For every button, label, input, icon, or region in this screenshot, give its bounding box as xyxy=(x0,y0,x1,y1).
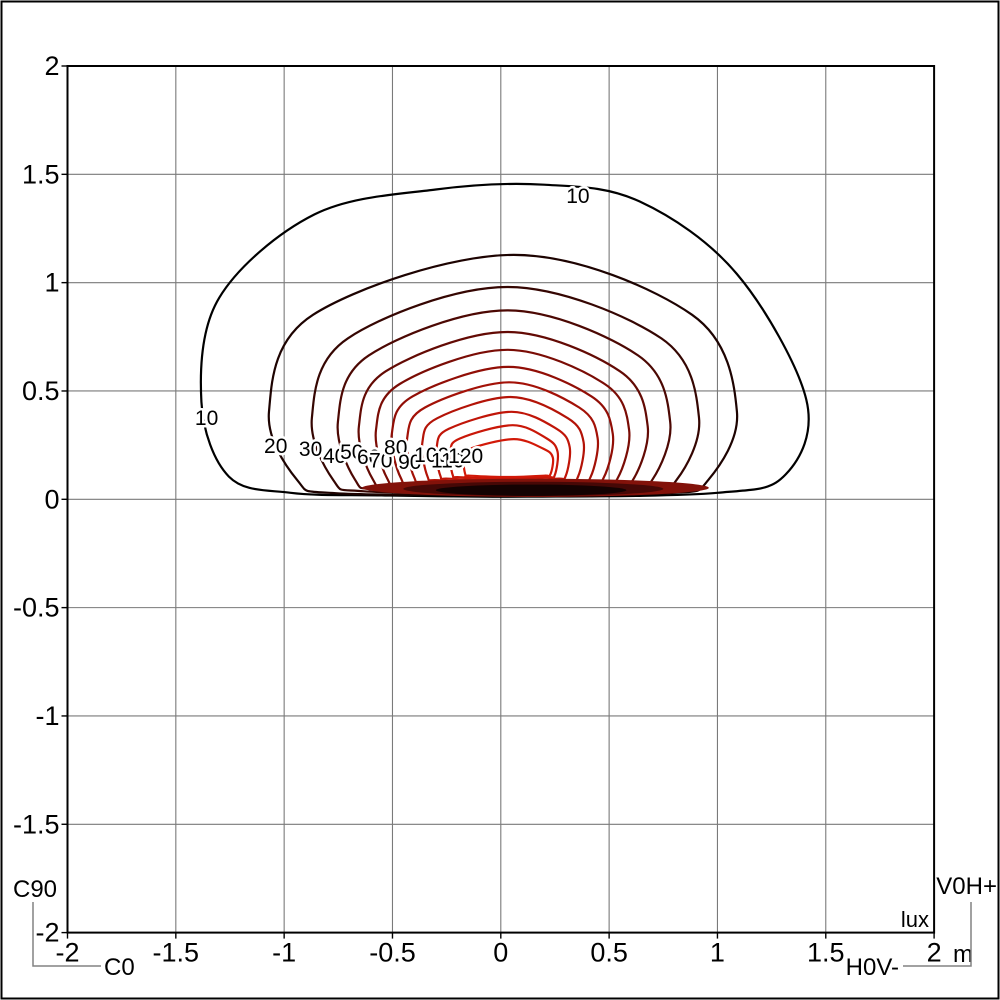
unit-label-lux: lux xyxy=(901,907,929,932)
y-axis-tick-label: -2 xyxy=(35,918,59,948)
y-axis-tick-label: 1.5 xyxy=(22,159,60,189)
y-axis-tick-label: 1 xyxy=(44,268,59,298)
corner-label-c90: C90 xyxy=(13,876,57,903)
contour-label-70: 70 xyxy=(369,450,392,473)
y-axis-tick-label: 0 xyxy=(44,484,59,514)
y-axis-tick-label: -1 xyxy=(35,701,59,731)
corner-label-h0v: H0V- xyxy=(846,954,899,981)
hotspot-band-layer xyxy=(435,484,627,496)
contour-label-40: 40 xyxy=(323,445,346,468)
contour-label-20: 20 xyxy=(264,435,287,458)
c-plane-connector xyxy=(32,902,101,967)
contour-label-100: 100 xyxy=(414,444,449,467)
y-axis-tick-label: 0.5 xyxy=(22,376,60,406)
contour-label-80: 80 xyxy=(384,437,407,460)
plot-border xyxy=(66,65,936,934)
contour-label-50: 50 xyxy=(340,441,363,464)
x-axis-tick-label: -1 xyxy=(272,938,296,968)
y-axis-tick-label: -1.5 xyxy=(13,809,60,839)
contour-label-10: 10 xyxy=(566,185,589,208)
contour-label-90: 90 xyxy=(398,451,421,474)
x-axis-tick-label: 1.5 xyxy=(807,938,845,968)
contour-line-10 xyxy=(199,182,810,498)
x-axis-tick-label: 1 xyxy=(710,938,725,968)
x-axis-tick-label: -1.5 xyxy=(153,938,200,968)
y-axis-tick-label: -0.5 xyxy=(13,593,60,623)
hotspot-band xyxy=(362,478,709,497)
contour-label-10: 10 xyxy=(195,407,218,430)
x-axis-tick-label: -2 xyxy=(55,938,79,968)
x-axis-tick-label: 2 xyxy=(927,938,942,968)
contour-label-120: 120 xyxy=(448,445,483,468)
x-axis-tick-label: 0.5 xyxy=(590,938,628,968)
axis-labels: -2 -1.5 -1 -0.5 0 0.5 1 1.5 2 2 1.5 1 0.5 0 -0.5 -1 -1.5… xyxy=(13,51,942,968)
contour-label-60: 60 xyxy=(357,446,380,469)
x-axis-tick-label: 0 xyxy=(493,938,508,968)
corner-label-c0: C0 xyxy=(104,954,135,981)
y-axis-tick-label: 2 xyxy=(44,51,59,81)
contour-label-30: 30 xyxy=(299,438,322,461)
contour-label-110: 110 xyxy=(431,450,464,473)
v-plane-connector xyxy=(903,902,972,967)
corner-label-v0h: V0H+ xyxy=(936,873,997,900)
contour-line-120 xyxy=(462,438,555,479)
x-axis-tick-label: -0.5 xyxy=(369,938,416,968)
contour-line-110 xyxy=(448,424,560,480)
unit-label-m: m xyxy=(953,941,973,968)
